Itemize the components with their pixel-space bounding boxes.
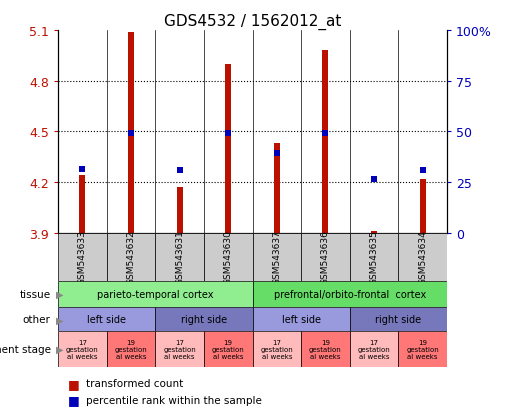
Bar — [274, 144, 280, 233]
Bar — [252, 332, 301, 367]
Bar — [156, 332, 204, 367]
Bar — [177, 188, 182, 233]
Text: 19
gestation
al weeks: 19 gestation al weeks — [309, 339, 342, 359]
Text: development stage: development stage — [0, 344, 50, 354]
Text: right side: right side — [181, 315, 227, 325]
Text: percentile rank within the sample: percentile rank within the sample — [86, 395, 262, 405]
Text: 17
gestation
al weeks: 17 gestation al weeks — [163, 339, 196, 359]
Text: ▶: ▶ — [56, 344, 63, 354]
Bar — [252, 281, 447, 308]
Text: GSM543631: GSM543631 — [175, 230, 184, 285]
Bar — [58, 233, 107, 281]
Text: GSM543633: GSM543633 — [78, 230, 87, 285]
Text: other: other — [23, 315, 50, 325]
Bar — [58, 332, 107, 367]
Bar — [350, 308, 447, 332]
Bar — [350, 233, 398, 281]
Bar — [58, 308, 156, 332]
Text: GSM543636: GSM543636 — [321, 230, 330, 285]
Bar — [58, 281, 252, 308]
Bar — [204, 233, 252, 281]
Bar — [156, 233, 204, 281]
Text: left side: left side — [87, 315, 126, 325]
Text: parieto-temporal cortex: parieto-temporal cortex — [97, 289, 214, 299]
Text: 17
gestation
al weeks: 17 gestation al weeks — [261, 339, 293, 359]
Text: 17
gestation
al weeks: 17 gestation al weeks — [66, 339, 99, 359]
Text: ■: ■ — [68, 377, 80, 390]
Text: GSM543632: GSM543632 — [126, 230, 135, 285]
Text: prefrontal/orbito-frontal  cortex: prefrontal/orbito-frontal cortex — [274, 289, 426, 299]
Bar — [371, 232, 377, 233]
Text: 19
gestation
al weeks: 19 gestation al weeks — [212, 339, 244, 359]
Text: GSM543634: GSM543634 — [418, 230, 427, 285]
Bar — [225, 65, 231, 233]
Bar — [301, 233, 349, 281]
Bar — [252, 233, 301, 281]
Text: right side: right side — [375, 315, 421, 325]
Text: 19
gestation
al weeks: 19 gestation al weeks — [406, 339, 439, 359]
Text: ▶: ▶ — [56, 315, 63, 325]
Title: GDS4532 / 1562012_at: GDS4532 / 1562012_at — [164, 14, 341, 30]
Bar — [204, 332, 252, 367]
Bar — [420, 179, 426, 233]
Text: ■: ■ — [68, 393, 80, 406]
Bar — [252, 308, 349, 332]
Bar — [156, 308, 252, 332]
Text: 19
gestation
al weeks: 19 gestation al weeks — [115, 339, 147, 359]
Bar — [350, 332, 398, 367]
Text: tissue: tissue — [19, 289, 50, 299]
Text: transformed count: transformed count — [86, 378, 183, 388]
Bar — [398, 332, 447, 367]
Bar — [107, 332, 156, 367]
Bar — [79, 176, 85, 233]
Text: GSM543637: GSM543637 — [272, 230, 281, 285]
Bar — [301, 332, 349, 367]
Bar — [323, 51, 328, 233]
Text: ▶: ▶ — [56, 289, 63, 299]
Bar — [398, 233, 447, 281]
Text: 17
gestation
al weeks: 17 gestation al weeks — [358, 339, 390, 359]
Text: GSM543635: GSM543635 — [370, 230, 379, 285]
Bar — [128, 33, 134, 233]
Text: left side: left side — [282, 315, 321, 325]
Text: GSM543630: GSM543630 — [224, 230, 233, 285]
Bar — [107, 233, 156, 281]
